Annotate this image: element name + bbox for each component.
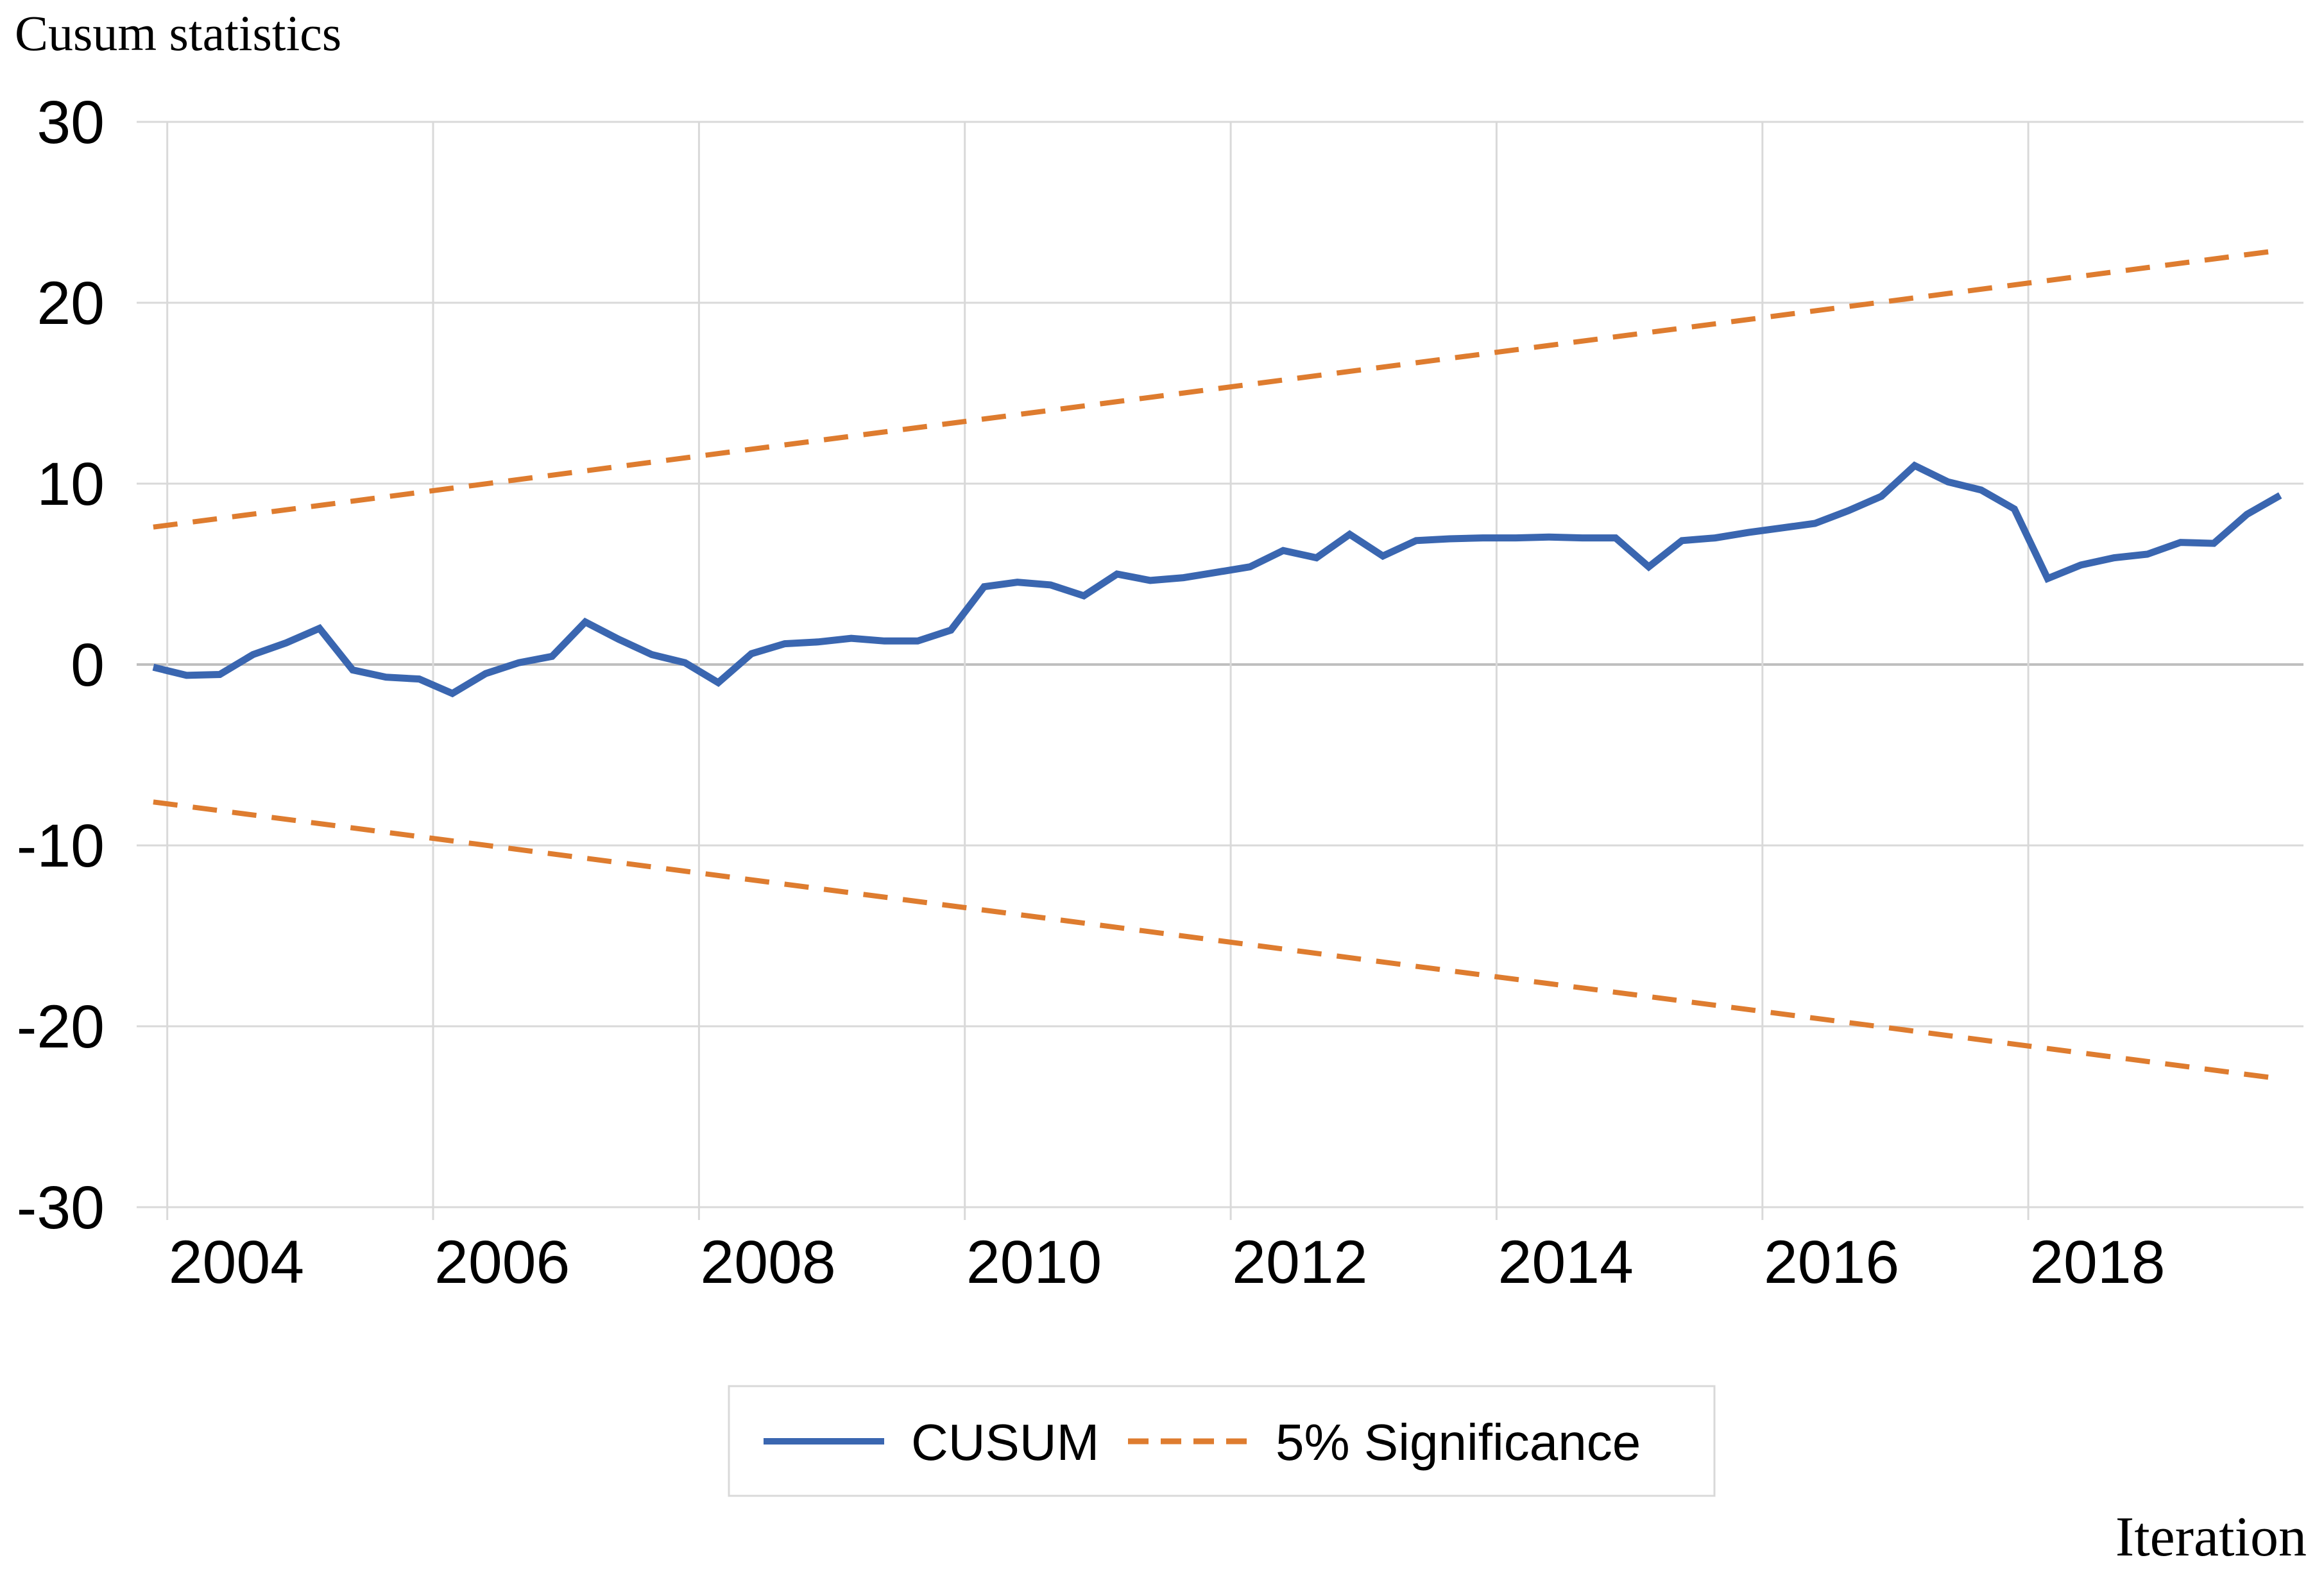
legend-label-cusum: CUSUM [911,1414,1099,1471]
x-tick-label-2012: 2012 [1232,1228,1367,1296]
y-tick-label-10: 10 [37,450,105,518]
x-tick-label-2010: 2010 [966,1228,1102,1296]
y-axis-title: Cusum statistics [15,5,341,61]
vertical-gridlines [166,122,2029,1220]
y-tick-label-20: 20 [37,269,105,337]
legend-item-significance: 5% Significance [1128,1414,1641,1471]
x-tick-label-2018: 2018 [2029,1228,2165,1296]
cusum-series-line [152,461,2282,698]
y-tick-label-n20: -20 [17,993,105,1061]
x-tick-label-2008: 2008 [700,1228,835,1296]
series-group [152,248,2282,1081]
x-tick-label-2016: 2016 [1764,1228,1899,1296]
x-axis-title: Iteration [2115,1506,2307,1568]
x-tick-label-2006: 2006 [434,1228,570,1296]
legend-box: CUSUM 5% Significance [728,1385,1716,1497]
x-tick-label-2014: 2014 [1498,1228,1634,1296]
x-axis-tick-labels: 2004 2006 2008 2010 2012 2014 2016 2018 [169,1228,2166,1296]
y-tick-label-0: 0 [71,631,105,699]
x-tick-label-2004: 2004 [169,1228,304,1296]
legend-label-significance: 5% Significance [1276,1414,1641,1471]
horizontal-gridlines [137,121,2303,1208]
y-axis-tick-labels: 30 20 10 0 -10 -20 -30 [17,89,105,1242]
legend-item-cusum: CUSUM [764,1414,1099,1471]
y-tick-label-n30: -30 [17,1174,105,1242]
y-tick-label-30: 30 [37,89,105,157]
significance-lower-line [153,799,2281,1081]
y-tick-label-n10: -10 [17,812,105,880]
legend-border [728,1385,1716,1497]
